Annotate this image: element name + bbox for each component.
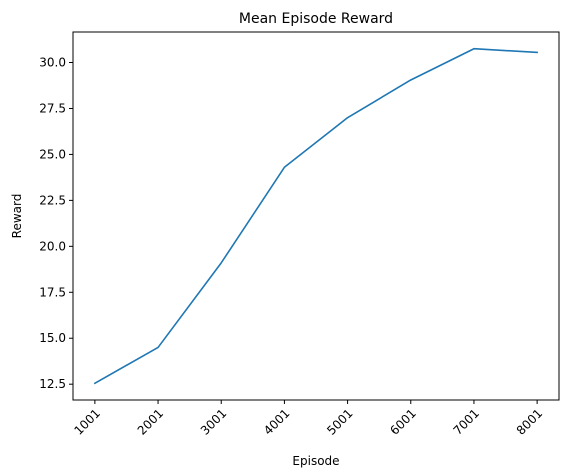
y-tick-label: 22.5 bbox=[39, 193, 66, 207]
y-tick-label: 17.5 bbox=[39, 285, 66, 299]
y-axis-ticks: 12.5 15.0 17.5 20.0 22.5 25.0 27.5 30.0 bbox=[39, 56, 73, 391]
y-tick-label: 20.0 bbox=[39, 239, 66, 253]
axes-frame bbox=[72, 31, 560, 401]
plot-area bbox=[72, 31, 560, 401]
x-axis-label: Episode bbox=[292, 454, 339, 468]
y-tick-label: 25.0 bbox=[39, 147, 66, 161]
y-tick-label: 27.5 bbox=[39, 101, 66, 115]
y-axis-label: Reward bbox=[10, 194, 24, 239]
y-tick-label: 30.0 bbox=[39, 56, 66, 70]
chart-title: Mean Episode Reward bbox=[239, 11, 393, 27]
series-line bbox=[93, 47, 538, 385]
y-tick-label: 12.5 bbox=[39, 377, 66, 391]
y-tick-label: 15.0 bbox=[39, 331, 66, 345]
